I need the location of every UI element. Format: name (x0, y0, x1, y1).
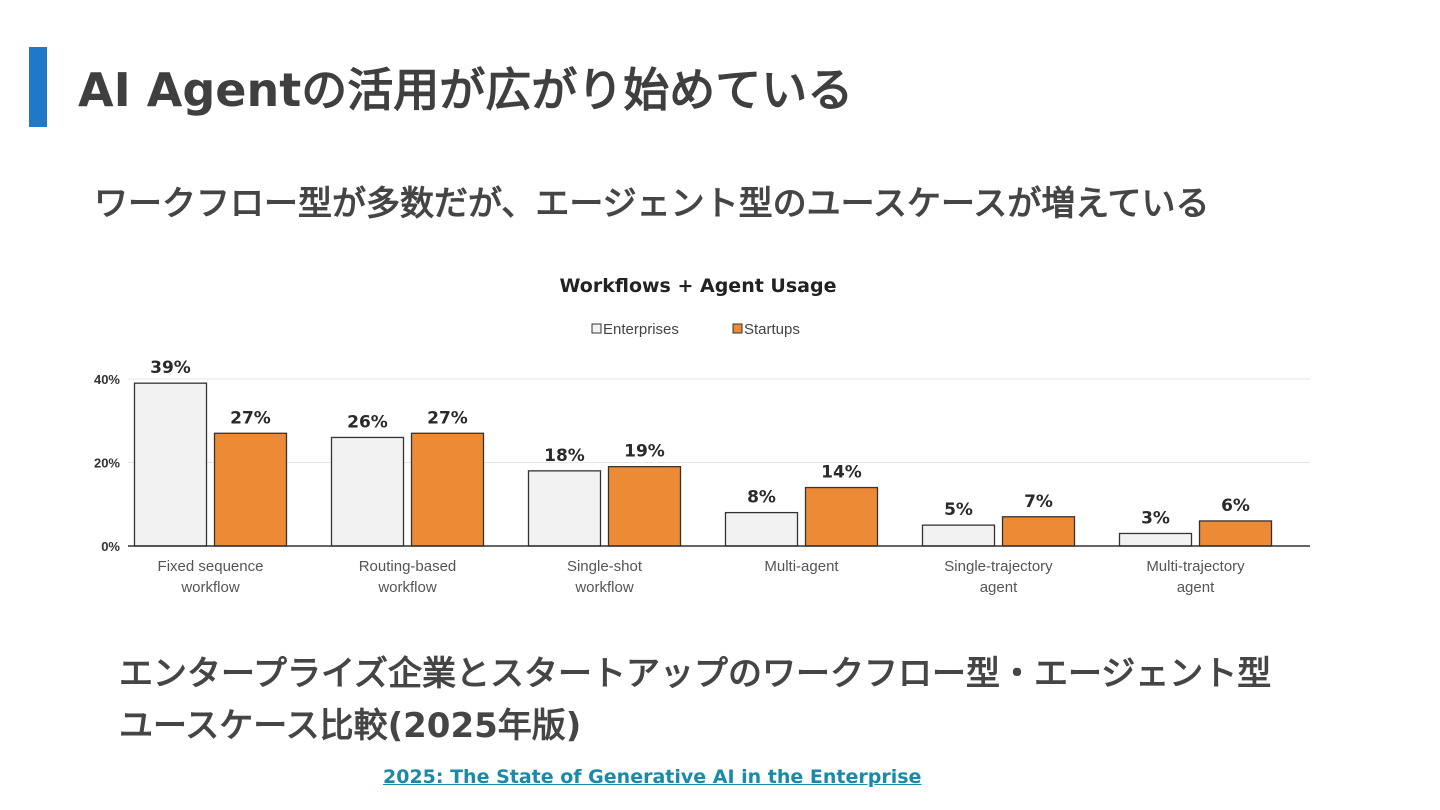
data-label: 27% (230, 408, 271, 428)
data-label: 18% (544, 446, 585, 466)
y-tick-label: 0% (101, 539, 120, 554)
bar-startups (213, 432, 288, 547)
bar-startups (804, 486, 879, 547)
slide-subtitle: ワークフロー型が多数だが、エージェント型のユースケースが増えている (94, 184, 1210, 224)
x-category-label: Single-trajectory (944, 558, 1053, 575)
data-label: 7% (1024, 492, 1053, 512)
data-label: 3% (1141, 508, 1170, 528)
x-category-label: Multi-trajectory (1146, 558, 1245, 575)
chart-svg: Workflows + Agent Usage Enterprises Startu… (94, 275, 1310, 596)
data-label: 39% (150, 358, 191, 378)
source-link[interactable]: 2025: The State of Generative AI in the … (383, 766, 922, 788)
bar-enterprises (724, 511, 799, 547)
data-label: 19% (624, 442, 665, 462)
legend-swatch-enterprises (591, 323, 602, 334)
bar-enterprises (921, 524, 996, 547)
data-label: 14% (821, 463, 862, 483)
bar-startups (410, 432, 485, 547)
bar-startups (1198, 520, 1273, 547)
bar-enterprises (330, 436, 405, 547)
data-label: 6% (1221, 496, 1250, 516)
y-tick-label: 20% (94, 456, 120, 471)
chart-title: Workflows + Agent Usage (560, 275, 837, 297)
x-category-label: Fixed sequence (158, 558, 264, 575)
x-category-label: Routing-based (359, 558, 457, 575)
chart-caption: エンタープライズ企業とスタートアップのワークフロー型・エージェント型 ユースケー… (119, 648, 1379, 752)
y-tick-label: 40% (94, 372, 120, 387)
legend-label-enterprises: Enterprises (603, 321, 679, 338)
x-category-label: workflow (180, 579, 240, 596)
caption-line-2: ユースケース比較(2025年版) (119, 706, 582, 746)
x-category-label: agent (1177, 579, 1215, 596)
bar-enterprises (527, 470, 602, 547)
data-label: 27% (427, 408, 468, 428)
x-category-label: Single-shot (567, 558, 643, 575)
x-category-label: workflow (574, 579, 634, 596)
bar-enterprises (133, 382, 208, 547)
bar-startups (607, 466, 682, 547)
legend-label-startups: Startups (744, 321, 800, 338)
x-category-label: workflow (377, 579, 437, 596)
bar-enterprises (1118, 532, 1193, 547)
data-label: 26% (347, 412, 388, 432)
bar-startups (1001, 516, 1076, 547)
bar-chart: Workflows + Agent Usage Enterprises Startu… (70, 255, 1330, 615)
slide-title: AI Agentの活用が広がり始めている (78, 63, 854, 117)
x-category-label: agent (980, 579, 1018, 596)
x-category-label: Multi-agent (764, 558, 839, 575)
caption-line-1: エンタープライズ企業とスタートアップのワークフロー型・エージェント型 (119, 654, 1272, 694)
legend-swatch-startups (732, 323, 743, 334)
data-label: 5% (944, 500, 973, 520)
title-accent-bar (29, 47, 47, 127)
data-label: 8% (747, 488, 776, 508)
